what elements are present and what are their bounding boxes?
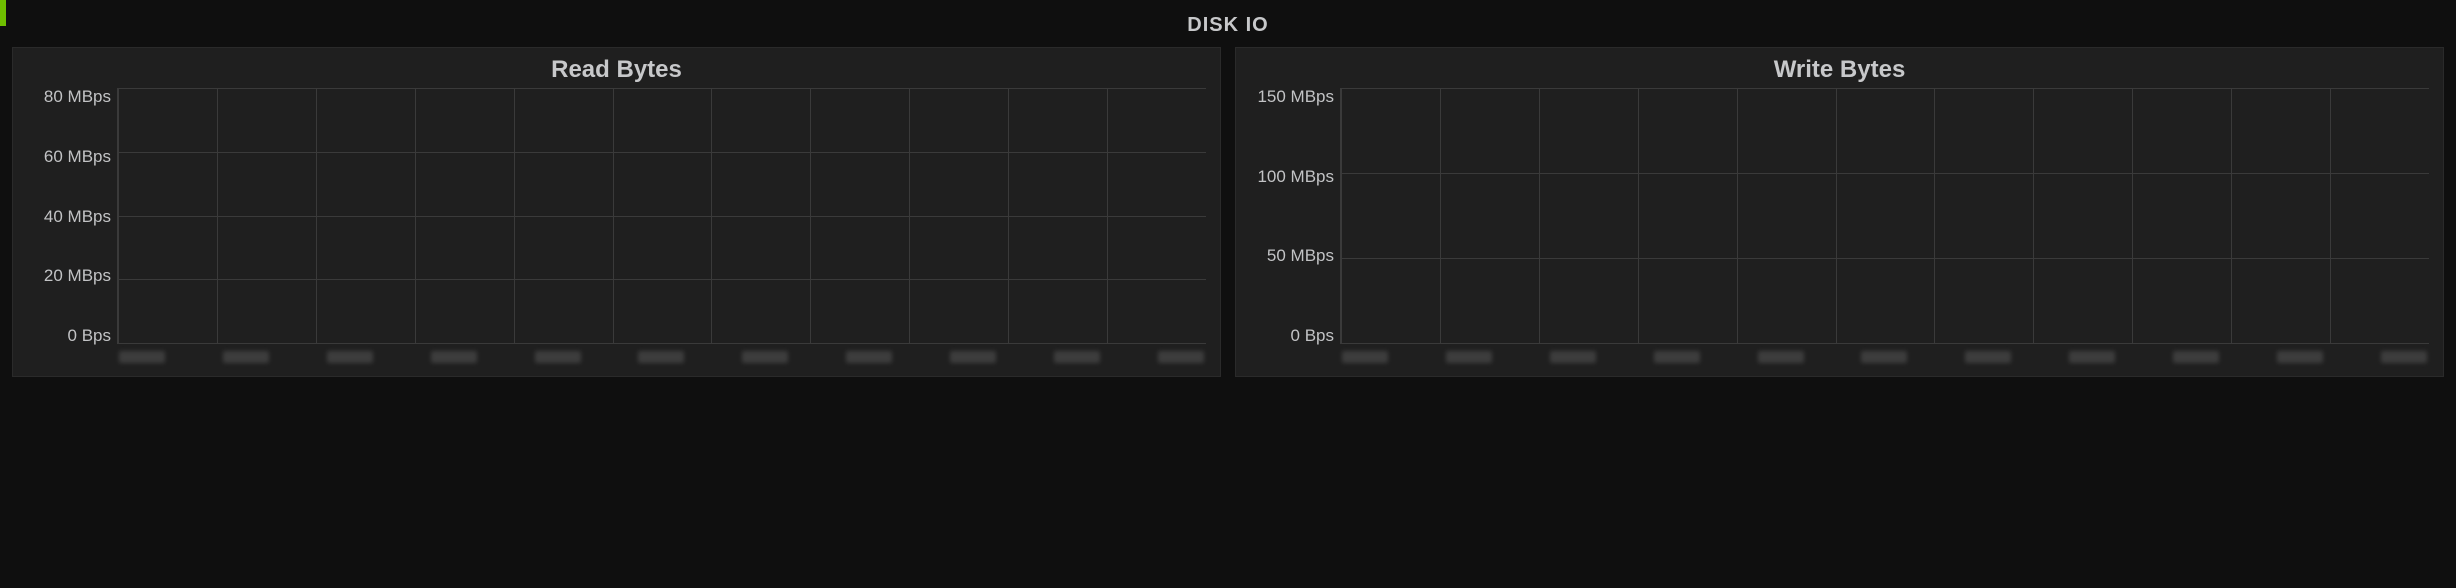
x-tick-label: [2069, 351, 2115, 363]
section-title: DISK IO: [0, 14, 2456, 37]
panel-title: Read Bytes: [13, 56, 1220, 84]
x-tick-label: [638, 351, 684, 363]
x-tick-label: [742, 351, 788, 363]
y-tick-label: 50 MBps: [1267, 247, 1334, 264]
y-axis: 80 MBps 60 MBps 40 MBps 20 MBps 0 Bps: [23, 88, 111, 344]
chart[interactable]: 80 MBps 60 MBps 40 MBps 20 MBps 0 Bps: [23, 88, 1210, 368]
x-tick-label: [1654, 351, 1700, 363]
accent-bar: [0, 0, 6, 26]
x-axis: [1340, 346, 2429, 368]
panel-write-bytes[interactable]: Write Bytes 150 MBps 100 MBps 50 MBps 0 Bps: [1235, 47, 2444, 377]
panels-row: Read Bytes 80 MBps 60 MBps 40 MBps 20 MBps 0 …: [0, 47, 2456, 389]
y-tick-label: 0 Bps: [1291, 327, 1334, 344]
y-tick-label: 150 MBps: [1257, 88, 1334, 105]
y-axis: 150 MBps 100 MBps 50 MBps 0 Bps: [1246, 88, 1334, 344]
bars: [118, 88, 1206, 343]
x-tick-label: [535, 351, 581, 363]
x-tick-label: [2277, 351, 2323, 363]
x-tick-label: [1158, 351, 1204, 363]
x-tick-label: [1550, 351, 1596, 363]
x-tick-label: [1965, 351, 2011, 363]
x-tick-label: [327, 351, 373, 363]
y-tick-label: 80 MBps: [44, 88, 111, 105]
plot-area[interactable]: [117, 88, 1206, 344]
x-tick-label: [119, 351, 165, 363]
x-tick-label: [1054, 351, 1100, 363]
x-tick-label: [1342, 351, 1388, 363]
x-tick-label: [1758, 351, 1804, 363]
x-tick-label: [2381, 351, 2427, 363]
x-tick-label: [1861, 351, 1907, 363]
x-tick-label: [950, 351, 996, 363]
x-tick-label: [431, 351, 477, 363]
x-tick-label: [846, 351, 892, 363]
x-axis: [117, 346, 1206, 368]
y-tick-label: 0 Bps: [68, 327, 111, 344]
x-tick-label: [223, 351, 269, 363]
x-tick-label: [1446, 351, 1492, 363]
y-tick-label: 60 MBps: [44, 148, 111, 165]
y-tick-label: 40 MBps: [44, 208, 111, 225]
panel-read-bytes[interactable]: Read Bytes 80 MBps 60 MBps 40 MBps 20 MBps 0 …: [12, 47, 1221, 377]
panel-title: Write Bytes: [1236, 56, 2443, 84]
bars: [1341, 88, 2429, 343]
chart[interactable]: 150 MBps 100 MBps 50 MBps 0 Bps: [1246, 88, 2433, 368]
y-tick-label: 20 MBps: [44, 267, 111, 284]
x-tick-label: [2173, 351, 2219, 363]
y-tick-label: 100 MBps: [1257, 168, 1334, 185]
plot-area[interactable]: [1340, 88, 2429, 344]
